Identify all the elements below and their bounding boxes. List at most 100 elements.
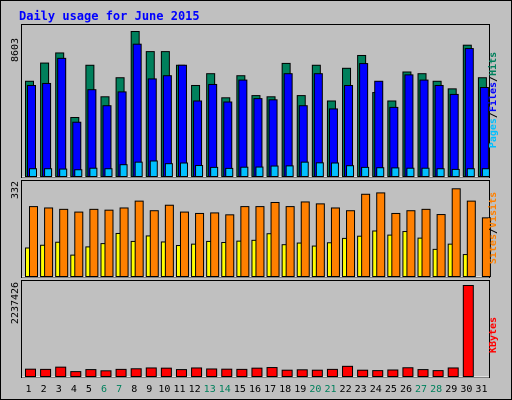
visits-bar (391, 212, 401, 277)
pages-bar (330, 162, 339, 177)
bottom-max-label: 2237426 (10, 282, 21, 324)
kbytes-bar (281, 369, 293, 378)
legend-text: Pages/Files/Hits (487, 52, 499, 148)
x-tick-label: 2 (41, 384, 47, 395)
x-tick-label: 30 (460, 384, 472, 395)
kbytes-bar (55, 366, 67, 378)
kbytes-bar (221, 368, 233, 377)
x-tick-label: 1 (26, 384, 32, 395)
kbytes-bar (462, 285, 474, 377)
legend-entry: Visits (487, 192, 499, 228)
files-bar (57, 57, 67, 177)
visits-bar (361, 193, 371, 277)
x-tick-label: 14 (219, 384, 231, 395)
visits-bar (466, 200, 476, 277)
files-bar (102, 105, 112, 177)
pages-bar (466, 168, 475, 177)
x-tick-label: 27 (415, 384, 427, 395)
x-tick-label: 11 (173, 384, 185, 395)
pages-bar (210, 166, 219, 178)
legend-entry: Pages (488, 118, 499, 148)
pages-bar (346, 165, 355, 177)
visits-bar (481, 217, 491, 277)
x-tick-label: 20 (309, 384, 321, 395)
pages-bar (74, 169, 83, 177)
x-tick-label: 17 (264, 384, 276, 395)
files-bar (419, 79, 429, 177)
kbytes-bar (372, 370, 384, 378)
kbytes-bar (417, 369, 429, 378)
kbytes-bar (40, 368, 52, 377)
x-tick-label: 16 (249, 384, 261, 395)
x-tick-label: 13 (204, 384, 216, 395)
visits-bar (44, 207, 54, 277)
kbytes-bar (447, 367, 459, 377)
files-bar (449, 93, 459, 177)
pages-bar (164, 163, 173, 178)
files-bar (344, 84, 354, 177)
visits-bar (210, 212, 220, 277)
visits-bar (59, 208, 69, 278)
files-bar (177, 64, 187, 177)
pages-bar (451, 168, 460, 178)
x-tick-label: 25 (385, 384, 397, 395)
pages-bar (89, 167, 98, 178)
kbytes-bar (191, 367, 203, 377)
pages-bar (436, 168, 445, 177)
x-tick-label: 26 (400, 384, 412, 395)
visits-bar (104, 209, 114, 277)
pages-bar (29, 168, 37, 177)
x-tick-label: 6 (101, 384, 107, 395)
files-bar (374, 80, 384, 177)
files-bar (434, 84, 444, 177)
x-tick-label: 10 (158, 384, 170, 395)
visits-bar (421, 208, 431, 278)
kbytes-bar (326, 368, 338, 377)
visits-bar (29, 206, 38, 277)
kbytes-bar (432, 370, 444, 378)
kbytes-bar (115, 368, 127, 377)
visits-bar (330, 207, 340, 277)
x-tick-label: 3 (56, 384, 62, 395)
visits-bar (285, 206, 295, 277)
x-tick-label: 29 (445, 384, 457, 395)
pages-bar (315, 162, 324, 177)
files-bar (253, 98, 263, 177)
visits-bar (149, 210, 159, 278)
pages-bar (300, 161, 309, 177)
visits-bar (376, 192, 386, 277)
x-tick-label: 18 (279, 384, 291, 395)
files-bar (208, 83, 218, 177)
pages-bar (376, 167, 385, 177)
legend-text: Sites/Visits (487, 192, 499, 264)
kbytes-bar (296, 369, 308, 377)
files-bar (87, 89, 97, 177)
kbytes-bar (100, 370, 112, 378)
visits-bar (270, 201, 280, 277)
kbytes-bar (85, 369, 97, 378)
kbytes-bar (311, 369, 323, 378)
x-tick-label: 19 (294, 384, 306, 395)
files-bar (464, 48, 474, 178)
chart-title: Daily usage for June 2015 (19, 9, 200, 23)
files-bar (162, 75, 172, 177)
kbytes-bar (130, 368, 142, 377)
visits-bar (225, 214, 235, 277)
visits-bar (315, 203, 325, 277)
middle-max-label: 332 (10, 181, 21, 199)
visits-bar (119, 207, 129, 277)
files-bar (268, 99, 278, 177)
visits-bar (451, 188, 461, 277)
kbytes-bar (145, 367, 157, 377)
files-bar (404, 74, 414, 177)
visits-bar (300, 201, 310, 277)
files-bar (359, 63, 369, 177)
legend-entry: / (488, 112, 499, 118)
x-tick-label: 4 (71, 384, 77, 395)
pages-bar (361, 166, 370, 178)
x-tick-label: 31 (475, 384, 487, 395)
x-tick-label: 12 (189, 384, 201, 395)
files-bar (27, 84, 36, 177)
kbytes-bar (266, 367, 278, 377)
pages-bar (255, 166, 264, 177)
